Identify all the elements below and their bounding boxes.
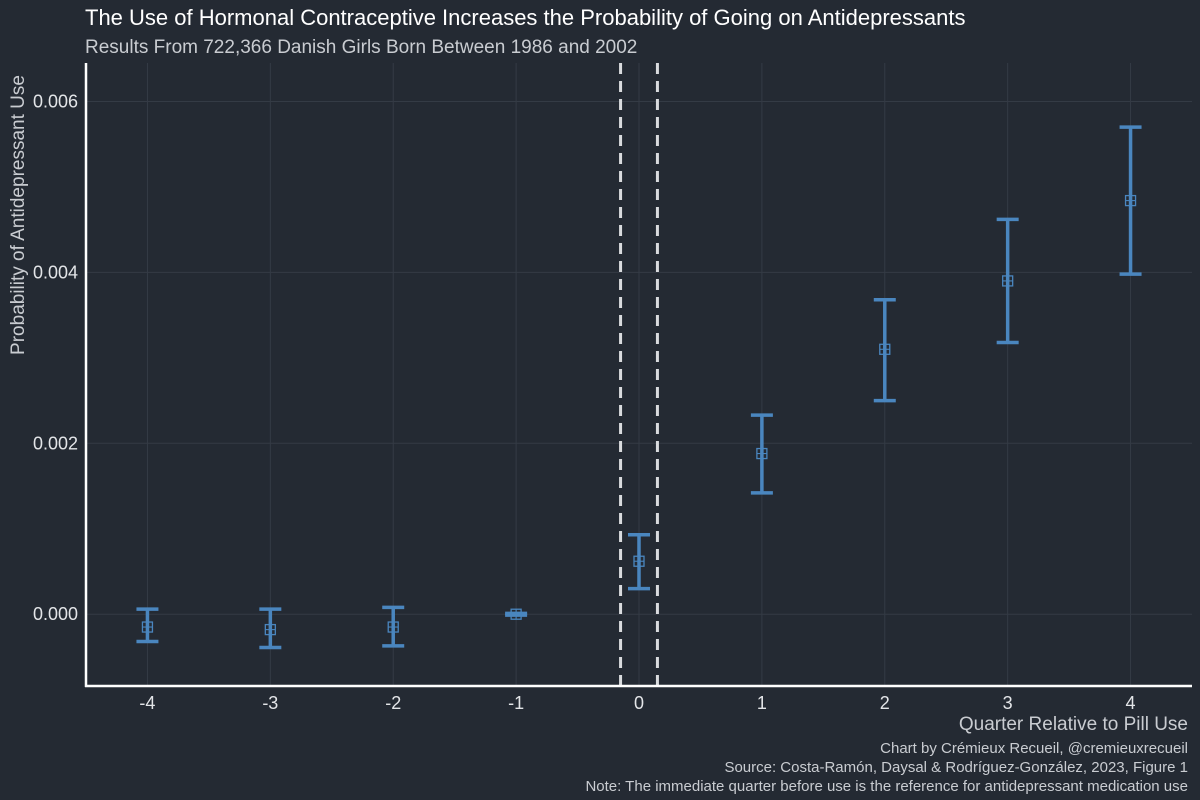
error-bar-group (1119, 125, 1142, 276)
x-tick-label: -2 (385, 693, 401, 713)
x-tick-label: -4 (139, 693, 155, 713)
grid (86, 63, 1192, 686)
y-axis-title: Probability of Antidepressant Use (8, 75, 29, 355)
data-point (1124, 194, 1137, 207)
caption-author: Chart by Crémieux Recueil, @cremieuxrecu… (880, 740, 1188, 757)
y-tick-label: 0.004 (33, 262, 78, 282)
chart-subtitle: Results From 722,366 Danish Girls Born B… (85, 37, 637, 58)
error-bar-group (136, 607, 159, 644)
x-tick-label: 1 (757, 693, 767, 713)
data-point (756, 447, 768, 460)
error-bar-group (873, 297, 896, 403)
x-axis-ticks: -4 -3 -2 -1 0 1 2 3 4 (139, 693, 1135, 713)
y-tick-label: 0.002 (33, 433, 78, 453)
x-axis-title: Quarter Relative to Pill Use (959, 714, 1188, 735)
x-tick-label: 0 (634, 693, 644, 713)
x-tick-label: -3 (262, 693, 278, 713)
error-bar-group (259, 607, 282, 650)
y-tick-label: 0.000 (33, 604, 78, 624)
data-point (141, 621, 154, 633)
error-bar-group (628, 532, 650, 591)
data-point (264, 623, 276, 636)
data-point (633, 555, 645, 567)
x-tick-label: -1 (508, 693, 524, 713)
data-point (879, 343, 891, 355)
error-bar-group (505, 608, 528, 620)
data-point (1002, 275, 1014, 287)
error-bar-group (996, 217, 1019, 345)
reference-lines (619, 63, 659, 686)
y-axis-ticks: 0.000 0.002 0.004 0.006 (33, 91, 78, 624)
x-tick-label: 3 (1003, 693, 1013, 713)
x-tick-label: 4 (1126, 693, 1136, 713)
error-bar-group (382, 605, 405, 648)
caption-note: Note: The immediate quarter before use i… (585, 778, 1188, 795)
data-marks (136, 125, 1142, 650)
data-point (510, 608, 522, 620)
x-tick-label: 2 (880, 693, 890, 713)
caption-source: Source: Costa-Ramón, Daysal & Rodríguez-… (724, 759, 1188, 776)
error-bar-group (750, 413, 773, 495)
data-point (387, 621, 399, 633)
chart-title: The Use of Hormonal Contraceptive Increa… (85, 5, 965, 30)
y-tick-label: 0.006 (33, 91, 78, 111)
